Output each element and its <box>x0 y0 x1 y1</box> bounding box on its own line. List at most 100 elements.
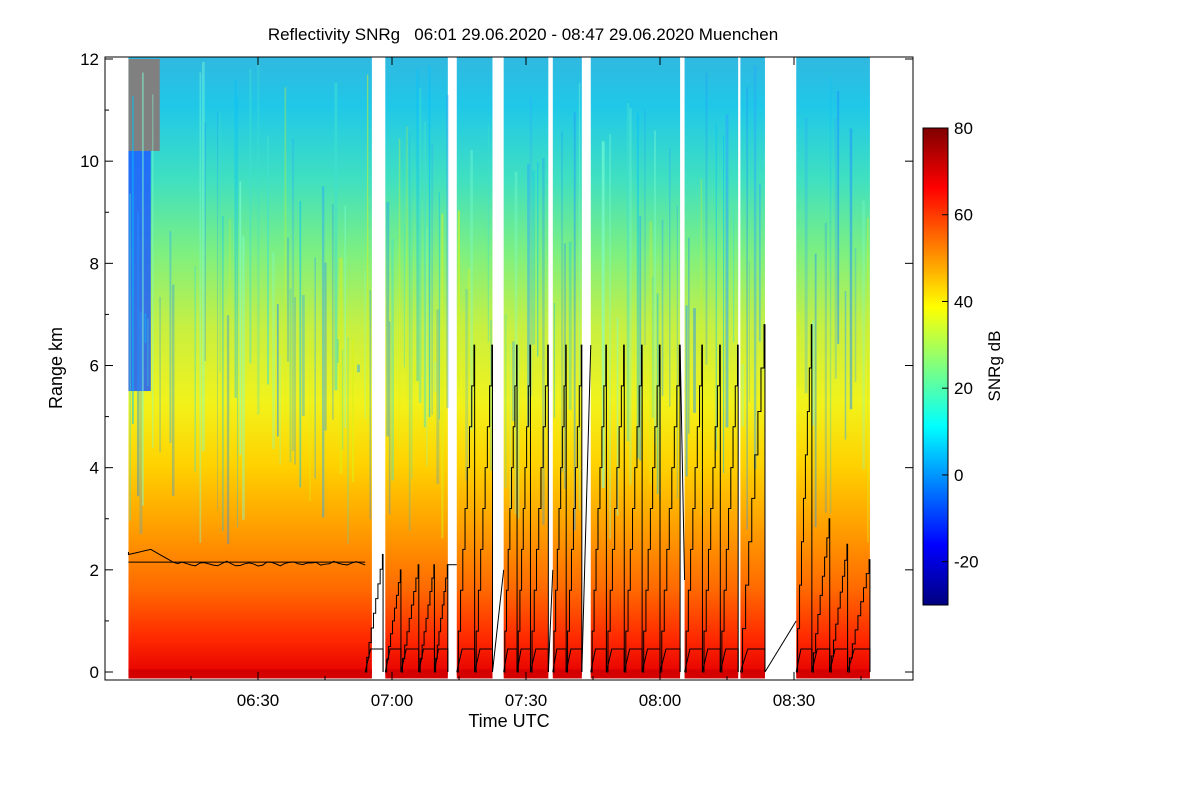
streak-0 <box>256 62 260 415</box>
x-tick-label: 07:00 <box>371 691 414 710</box>
y-tick-label: 2 <box>90 561 99 580</box>
streak-8 <box>849 128 853 410</box>
streak-1 <box>416 69 420 382</box>
streak-0 <box>131 96 134 424</box>
surface-band-6 <box>684 669 739 679</box>
streak-4 <box>561 131 563 473</box>
streak-0 <box>151 94 154 449</box>
streak-7 <box>741 363 744 427</box>
streak-4 <box>553 303 556 418</box>
x-tick-label: 07:30 <box>505 691 548 710</box>
data-segment-0 <box>128 57 372 675</box>
x-tick-label: 08:30 <box>773 691 816 710</box>
streak-0 <box>324 262 327 431</box>
profile-scan-22 <box>811 518 831 673</box>
profile-scan-2 <box>400 564 420 673</box>
streak-5 <box>669 147 671 407</box>
streak-8 <box>854 248 857 383</box>
profile-scan-6 <box>474 344 493 673</box>
y-tick-label: 6 <box>90 357 99 376</box>
y-tick-label: 10 <box>80 152 99 171</box>
surface-band-0 <box>128 669 372 679</box>
streak-1 <box>438 192 441 420</box>
streak-0 <box>346 336 349 545</box>
streak-0 <box>331 203 334 420</box>
streak-5 <box>654 130 656 444</box>
streak-0 <box>336 339 339 363</box>
data-segment-6 <box>684 57 739 675</box>
streak-0 <box>279 354 281 465</box>
streak-6 <box>733 209 735 343</box>
profile-scan-16 <box>660 344 681 673</box>
reflectivity-streaks <box>129 61 869 545</box>
streak-0 <box>289 288 292 463</box>
streak-0 <box>239 181 242 455</box>
streak-1 <box>408 133 411 531</box>
colorbar-label: SNRg dB <box>985 331 1004 402</box>
colorbar-tick-label: -20 <box>954 553 979 572</box>
streak-0 <box>291 138 295 452</box>
streak-8 <box>834 118 837 379</box>
profile-low-20 <box>739 648 766 673</box>
streak-0 <box>219 110 221 372</box>
streak-3 <box>537 161 539 357</box>
streak-0 <box>241 236 245 520</box>
streak-0 <box>276 304 279 437</box>
streak-6 <box>715 124 718 451</box>
streak-2 <box>462 311 465 407</box>
surface-band-2 <box>456 669 493 679</box>
streak-3 <box>532 170 536 345</box>
streak-0 <box>144 313 147 343</box>
streak-3 <box>542 158 545 525</box>
streak-0 <box>129 193 131 521</box>
streak-1 <box>441 213 444 539</box>
profile-low-9 <box>529 648 549 673</box>
streak-0 <box>226 315 230 545</box>
profile-scan-13 <box>606 344 625 673</box>
streak-5 <box>609 134 611 540</box>
profile-low-3 <box>418 648 435 673</box>
streak-5 <box>644 110 646 346</box>
streak-7 <box>753 65 757 470</box>
streak-0 <box>366 74 369 423</box>
streak-0 <box>136 212 140 497</box>
streak-2 <box>457 210 460 390</box>
streak-6 <box>705 73 708 365</box>
surface-band-8 <box>796 669 870 679</box>
streak-5 <box>601 141 605 488</box>
streak-5 <box>639 215 642 461</box>
x-axis: 06:30 07:00 07:30 08:00 08:30 <box>190 57 862 710</box>
streak-7 <box>748 261 750 403</box>
streak-0 <box>356 364 360 373</box>
streak-5 <box>656 293 659 494</box>
streak-0 <box>204 122 206 362</box>
streak-4 <box>578 83 581 511</box>
streak-0 <box>299 200 302 488</box>
x-tick-label: 06:30 <box>237 691 280 710</box>
profile-low-22 <box>811 648 831 673</box>
y-tick-label: 8 <box>90 254 99 273</box>
streak-0 <box>216 110 219 510</box>
streak-3 <box>539 328 543 372</box>
profile-scan-8 <box>517 344 531 673</box>
streak-6 <box>685 305 688 477</box>
streak-0 <box>321 186 325 518</box>
streak-1 <box>406 126 408 403</box>
streak-7 <box>758 183 761 342</box>
colorbar-tick-label: 20 <box>954 379 973 398</box>
profile-low-4 <box>433 648 449 673</box>
streak-0 <box>229 218 231 460</box>
profile-low-19 <box>719 648 739 673</box>
streak-6 <box>723 135 725 474</box>
streak-0 <box>294 297 296 465</box>
streak-0 <box>159 296 161 453</box>
streak-5 <box>649 221 653 485</box>
streak-1 <box>386 202 390 437</box>
streak-8 <box>862 200 865 470</box>
colorbar-gradient <box>922 127 949 606</box>
colorbar-tick-label: 80 <box>954 119 973 138</box>
streak-1 <box>446 94 449 409</box>
streak-0 <box>314 257 316 479</box>
y-tick-label: 12 <box>80 50 99 69</box>
streak-4 <box>563 243 566 489</box>
